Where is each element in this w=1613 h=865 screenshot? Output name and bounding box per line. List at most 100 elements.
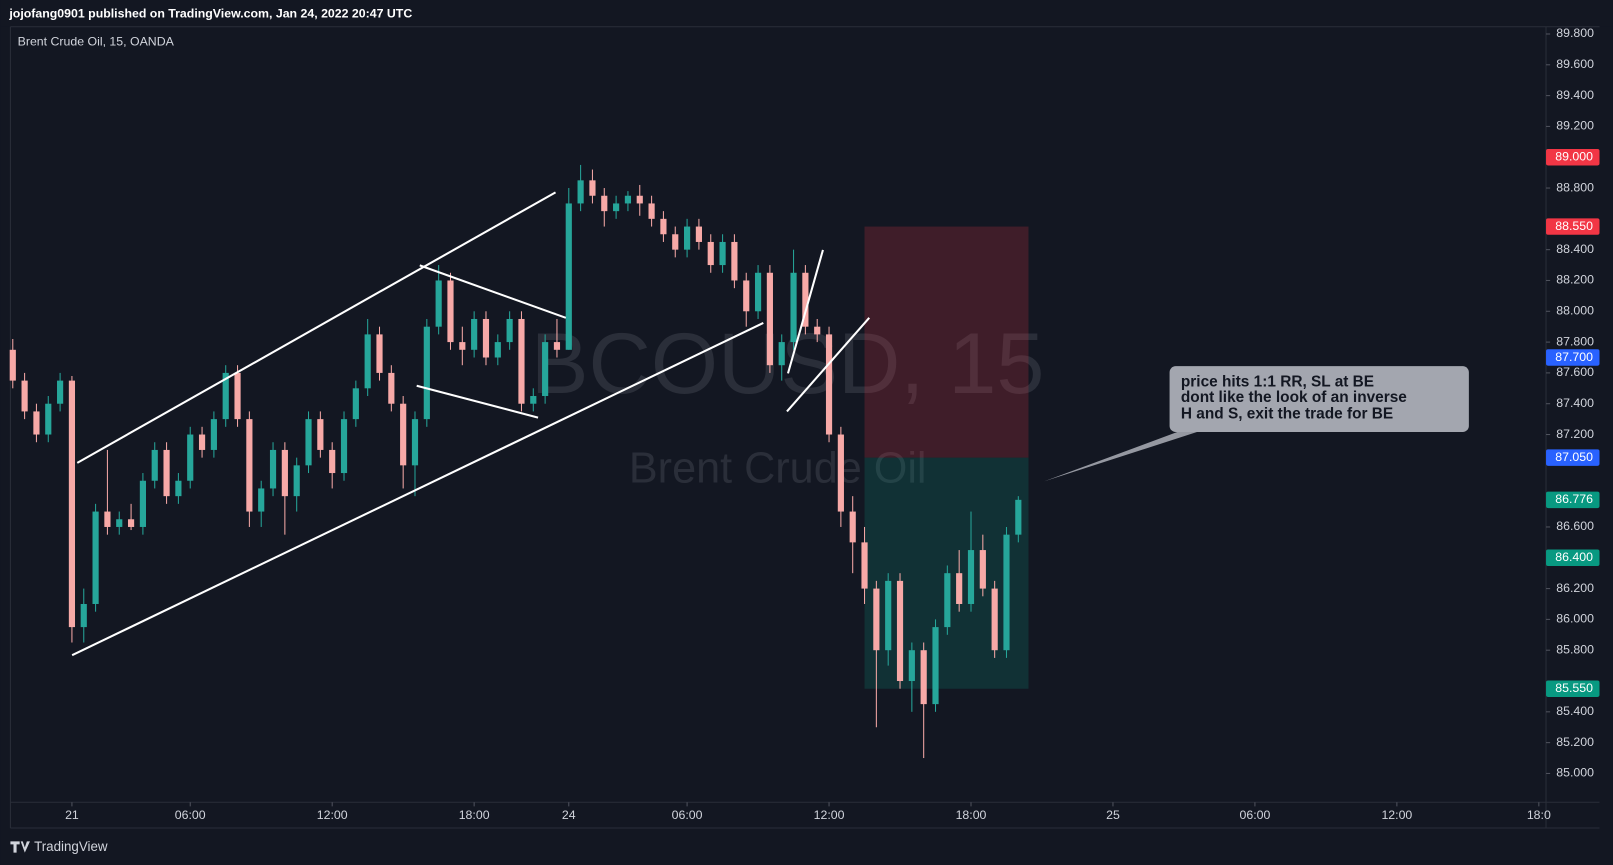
trendline xyxy=(786,317,871,413)
x-tick-label: 18:00 xyxy=(459,808,490,822)
price-badge-label: 89.000 xyxy=(1555,149,1593,163)
candle-body xyxy=(9,349,16,381)
candle-body xyxy=(648,203,655,219)
candle-body xyxy=(624,195,632,204)
candle-body xyxy=(802,272,809,327)
candle-body xyxy=(127,519,135,527)
candle-body xyxy=(908,650,915,682)
candle-body xyxy=(234,372,241,420)
candle-body xyxy=(743,280,750,312)
callout-text: H and S, exit the trade for BE xyxy=(1181,406,1393,423)
candle-body xyxy=(471,318,478,350)
price-badge-label: 87.700 xyxy=(1555,350,1593,364)
price-badge xyxy=(1546,148,1600,166)
watermark-name: Brent Crude Oil xyxy=(629,444,927,492)
candle-body xyxy=(340,419,348,474)
candle-body xyxy=(210,419,217,450)
candle-body xyxy=(92,511,99,604)
y-tick-label: 88.000 xyxy=(1556,304,1594,318)
callout-pointer xyxy=(1044,429,1204,482)
y-tick-label: 87.800 xyxy=(1556,334,1594,348)
candle-body xyxy=(979,550,986,589)
chart-title: Brent Crude Oil, 15, OANDA xyxy=(18,34,175,48)
candle-body xyxy=(542,342,549,397)
candle-body xyxy=(411,419,419,466)
candle-body xyxy=(506,318,513,343)
watermark-symbol: BCOUSD, 15 xyxy=(531,316,1045,412)
candle-body xyxy=(589,180,596,196)
price-badge-label: 87.050 xyxy=(1555,450,1593,464)
candle-body xyxy=(553,342,561,350)
trendline xyxy=(416,384,539,419)
candle-body xyxy=(329,449,336,474)
trendline xyxy=(76,191,557,464)
price-badge xyxy=(1546,680,1600,697)
candle-body xyxy=(400,403,407,466)
candle-body xyxy=(660,218,667,235)
y-tick-label: 88.400 xyxy=(1556,242,1594,256)
y-tick-label: 85.400 xyxy=(1556,704,1594,718)
x-tick-label: 12:00 xyxy=(317,808,348,822)
candle-body xyxy=(68,380,76,628)
candle-body xyxy=(269,449,277,489)
callout xyxy=(1169,366,1469,432)
stop-zone xyxy=(864,226,1029,458)
plot: 89.800 89.600 89.400 89.200 88.800 88.400 88.2… xyxy=(9,26,1600,822)
y-tick-label: 87.400 xyxy=(1556,396,1594,410)
candle-body xyxy=(530,396,537,404)
y-tick-label: 88.800 xyxy=(1556,180,1594,194)
candle-body xyxy=(198,434,206,450)
candle-body xyxy=(139,480,146,527)
trendline xyxy=(786,249,824,374)
candle-body xyxy=(187,434,194,481)
candle-body xyxy=(258,488,265,512)
candle-body xyxy=(636,195,643,204)
x-tick-label: 18:0 xyxy=(1527,808,1551,822)
x-tick-label: 12:00 xyxy=(1381,808,1412,822)
candle-body xyxy=(482,318,490,358)
y-tick-label: 89.600 xyxy=(1556,57,1594,71)
candle-body xyxy=(423,326,430,420)
candle-body xyxy=(766,272,773,366)
x-tick-label: 06:00 xyxy=(1239,808,1270,822)
candle-body xyxy=(825,334,833,435)
x-tick-label: 21 xyxy=(65,808,79,822)
candle-body xyxy=(317,419,324,450)
candle-body xyxy=(849,511,856,543)
candle-body xyxy=(672,234,679,250)
candle-body xyxy=(683,226,691,250)
candle-body xyxy=(565,203,572,350)
y-tick-label: 88.200 xyxy=(1556,273,1594,287)
x-tick-label: 06:00 xyxy=(672,808,703,822)
y-tick-label: 86.600 xyxy=(1556,519,1594,533)
y-tick-label: 89.200 xyxy=(1556,119,1594,133)
candle-body xyxy=(57,380,64,404)
candle-body xyxy=(435,280,442,327)
candle-body xyxy=(1003,534,1010,651)
candle-body xyxy=(967,550,975,604)
candle-body xyxy=(790,272,797,343)
candle-body xyxy=(151,449,158,481)
callout-text: price hits 1:1 RR, SL at BE xyxy=(1181,374,1374,391)
candle-body xyxy=(932,627,939,705)
candle-body xyxy=(281,449,288,497)
price-badge-label: 85.550 xyxy=(1555,681,1593,695)
candle-body xyxy=(1015,499,1022,535)
y-tick-label: 87.200 xyxy=(1556,427,1594,441)
price-badge xyxy=(1546,449,1600,466)
y-tick-label: 85.000 xyxy=(1556,766,1594,780)
candle-body xyxy=(920,650,927,705)
y-tick-label: 87.600 xyxy=(1556,365,1594,379)
candle-body xyxy=(991,588,998,651)
y-tick-label: 89.800 xyxy=(1556,26,1594,40)
candle-body xyxy=(577,180,584,204)
price-badge-label: 88.550 xyxy=(1555,219,1593,233)
header: jojofang0901 published on TradingView.co… xyxy=(8,7,412,21)
y-tick-label: 85.800 xyxy=(1556,642,1594,656)
candle-body xyxy=(731,241,738,281)
candle-body xyxy=(459,342,466,350)
candle-body xyxy=(222,372,229,420)
candle-body xyxy=(21,380,28,412)
x-tick-label: 12:00 xyxy=(814,808,845,822)
